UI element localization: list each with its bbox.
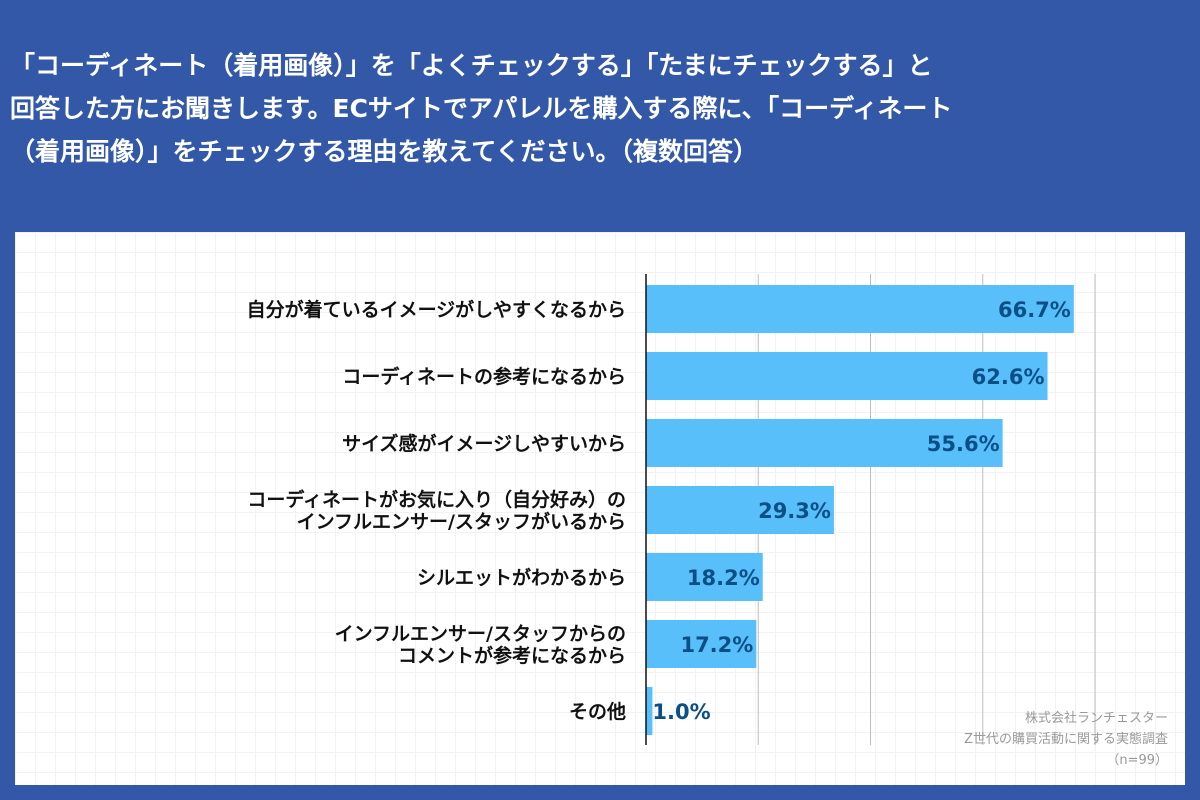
- title-line-1: 「コーディネート（着用画像）」を「よくチェックする」「たまにチェックする」と: [10, 51, 933, 80]
- bar: [646, 285, 1074, 333]
- value-label: 18.2%: [687, 566, 760, 590]
- bar: [646, 620, 757, 668]
- bar: [646, 352, 1048, 400]
- category-label: コーディネートの参考になるから: [342, 365, 626, 388]
- value-label: 1.0%: [652, 700, 710, 724]
- category-label: インフルエンサー/スタッフからの: [335, 623, 626, 645]
- category-label: その他: [569, 700, 626, 723]
- value-label: 66.7%: [998, 298, 1071, 322]
- bar: [646, 419, 1003, 467]
- source-note: 株式会社ランチェスター Z世代の購買活動に関する実態調査 （n=99）: [964, 708, 1168, 771]
- source-company: 株式会社ランチェスター: [1024, 711, 1168, 726]
- bar: [646, 486, 834, 534]
- category-label: コーディネートがお気に入り（自分好み）の: [247, 488, 626, 511]
- category-label: シルエットがわかるから: [417, 566, 626, 589]
- source-sample: （n=99）: [1106, 753, 1168, 768]
- category-label: サイズ感がイメージしやすいから: [342, 432, 626, 455]
- value-label: 17.2%: [680, 633, 753, 657]
- value-label: 62.6%: [972, 365, 1045, 389]
- category-label: インフルエンサー/スタッフがいるから: [297, 510, 626, 533]
- value-label: 55.6%: [927, 432, 1000, 456]
- bar: [646, 553, 763, 601]
- bar: [646, 687, 653, 735]
- value-label: 29.3%: [758, 499, 831, 523]
- title-line-2: 回答した方にお聞きします。ECサイトでアパレルを購入する際に、「コーディネート: [10, 94, 953, 123]
- source-survey: Z世代の購買活動に関する実態調査: [964, 732, 1168, 747]
- category-label: コメントが参考になるから: [398, 644, 626, 667]
- title-line-3: （着用画像）」をチェックする理由を教えてください。（複数回答）: [10, 137, 759, 166]
- chart-title: 「コーディネート（着用画像）」を「よくチェックする」「たまにチェックする」と 回…: [0, 44, 1200, 173]
- category-label: 自分が着ているイメージがしやすくなるから: [247, 298, 626, 321]
